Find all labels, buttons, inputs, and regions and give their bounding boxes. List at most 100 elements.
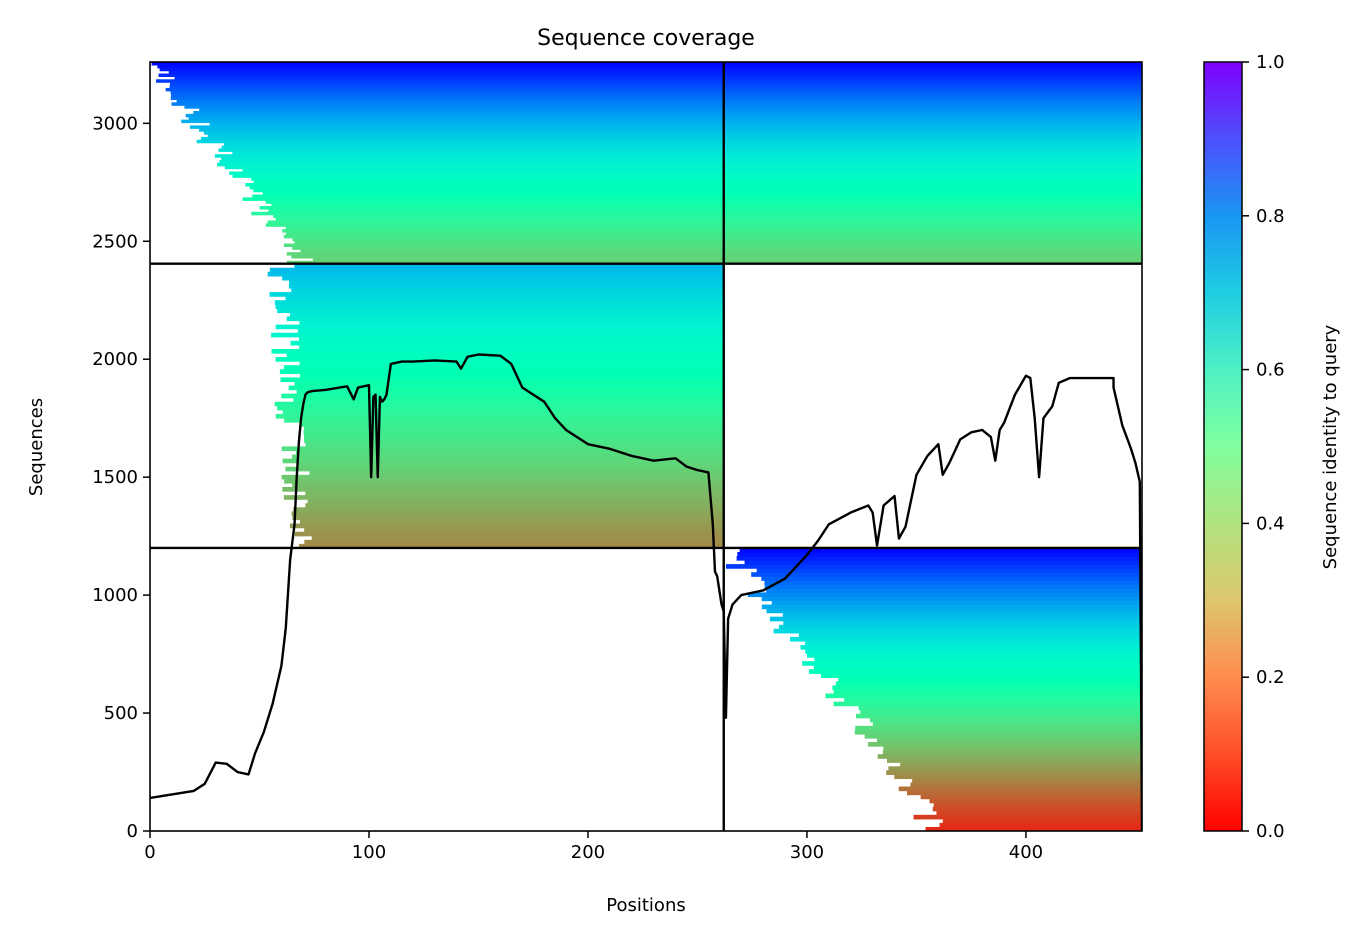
x-tick-label: 100 [352,842,386,863]
heatmap-row [858,705,1142,711]
colorbar [1203,61,1243,832]
heatmap-row [201,136,1142,141]
heatmap-row [294,381,724,387]
heatmap-row [929,798,1142,804]
coverage-line [150,353,1142,831]
heatmap-row [737,551,1142,557]
heatmap-row [224,165,1142,170]
heatmap-row [289,523,724,529]
heatmap-row [894,774,1142,780]
heatmap-row [282,458,724,464]
heatmap-row [782,612,1142,618]
heatmap-row [870,717,1142,723]
heatmap-row [262,191,1142,196]
heatmap-row [887,758,1142,763]
heatmap-row [820,673,1142,678]
heatmap-row [251,177,1142,181]
heatmap-row [761,576,1142,581]
heatmap-row [808,669,1142,674]
heatmap-row [766,608,1142,614]
heatmap-row [747,592,1142,598]
heatmap-row [283,234,1142,239]
y-tick-label: 3000 [92,113,138,134]
heatmap-row [932,806,1142,812]
heatmap-row [283,495,724,500]
heatmap-row [286,316,724,322]
heatmap-row [281,446,724,452]
heatmap-row [872,721,1142,727]
heatmap-row [900,762,1142,767]
heatmap-row [907,790,1142,796]
heatmap-row [184,105,1142,109]
heatmap-row [280,377,724,383]
heatmap-row [835,681,1142,687]
heatmap-row [283,365,724,370]
heatmap-row [913,814,1142,820]
heatmap-row [199,108,1142,112]
heatmap-row [292,515,724,521]
heatmap-row [158,73,1142,77]
y-tick-label: 1500 [92,467,138,488]
heatmap-row [274,401,724,407]
heatmap-row [221,157,1142,161]
heatmap-row [285,466,724,472]
heatmap-row [778,624,1142,630]
heatmap-row [232,151,1142,155]
heatmap-row [245,183,1142,187]
heatmap-row [933,802,1142,808]
heatmap-row [251,211,1142,216]
colorbar-tick-label: 0.6 [1256,360,1285,381]
colorbar-tick-label: 0.4 [1256,513,1285,534]
heatmap-row [282,487,724,492]
heatmap-row [764,584,1142,589]
heatmap-block-a [267,263,724,549]
heatmap-row [744,560,1142,565]
heatmap-row [169,85,1142,89]
heatmap-row [864,733,1142,739]
colorbar-tick-label: 0.2 [1256,667,1285,688]
heatmap-row [209,122,1142,126]
heatmap-row [299,344,724,350]
plot-frame [149,61,1143,832]
x-axis-label: Positions [606,895,685,916]
coverage-heatmap [151,62,1142,831]
heatmap-row [274,300,724,305]
heatmap-row [844,697,1142,703]
heatmap-row [291,255,1142,259]
heatmap-row [249,185,1142,190]
heatmap-row [877,754,1142,759]
heatmap-row [157,64,1142,69]
heatmap-row [805,649,1142,654]
heatmap-row [294,263,724,269]
heatmap-row [303,430,724,435]
x-tick-label: 200 [571,842,605,863]
heatmap-row [800,644,1142,650]
heatmap-row [888,766,1142,771]
heatmap-row [886,770,1142,775]
x-tick-label: 300 [790,842,824,863]
heatmap-row [223,142,1142,147]
colorbar-tick-label: 0.8 [1256,206,1285,227]
heatmap-row [305,442,724,448]
heatmap-row [833,689,1142,695]
colorbar-label: Sequence identity to query [1320,324,1341,569]
heatmap-row [751,572,1142,577]
heatmap-row [299,320,724,326]
heatmap-row [271,348,724,354]
heatmap-row [285,226,1142,230]
heatmap-row [196,139,1142,144]
heatmap-row [883,746,1142,751]
heatmap-row [814,657,1142,662]
heatmap-row [304,426,724,431]
heatmap-row [189,125,1142,129]
heatmap-row [764,580,1142,585]
heatmap-row [214,154,1142,158]
heatmap-row [304,438,724,443]
heatmap-row [283,243,1142,247]
heatmap-row [942,818,1142,824]
heatmap-row [833,701,1142,707]
heatmap-row [860,709,1142,715]
heatmap-row [309,470,724,476]
heatmap-row [282,409,724,415]
